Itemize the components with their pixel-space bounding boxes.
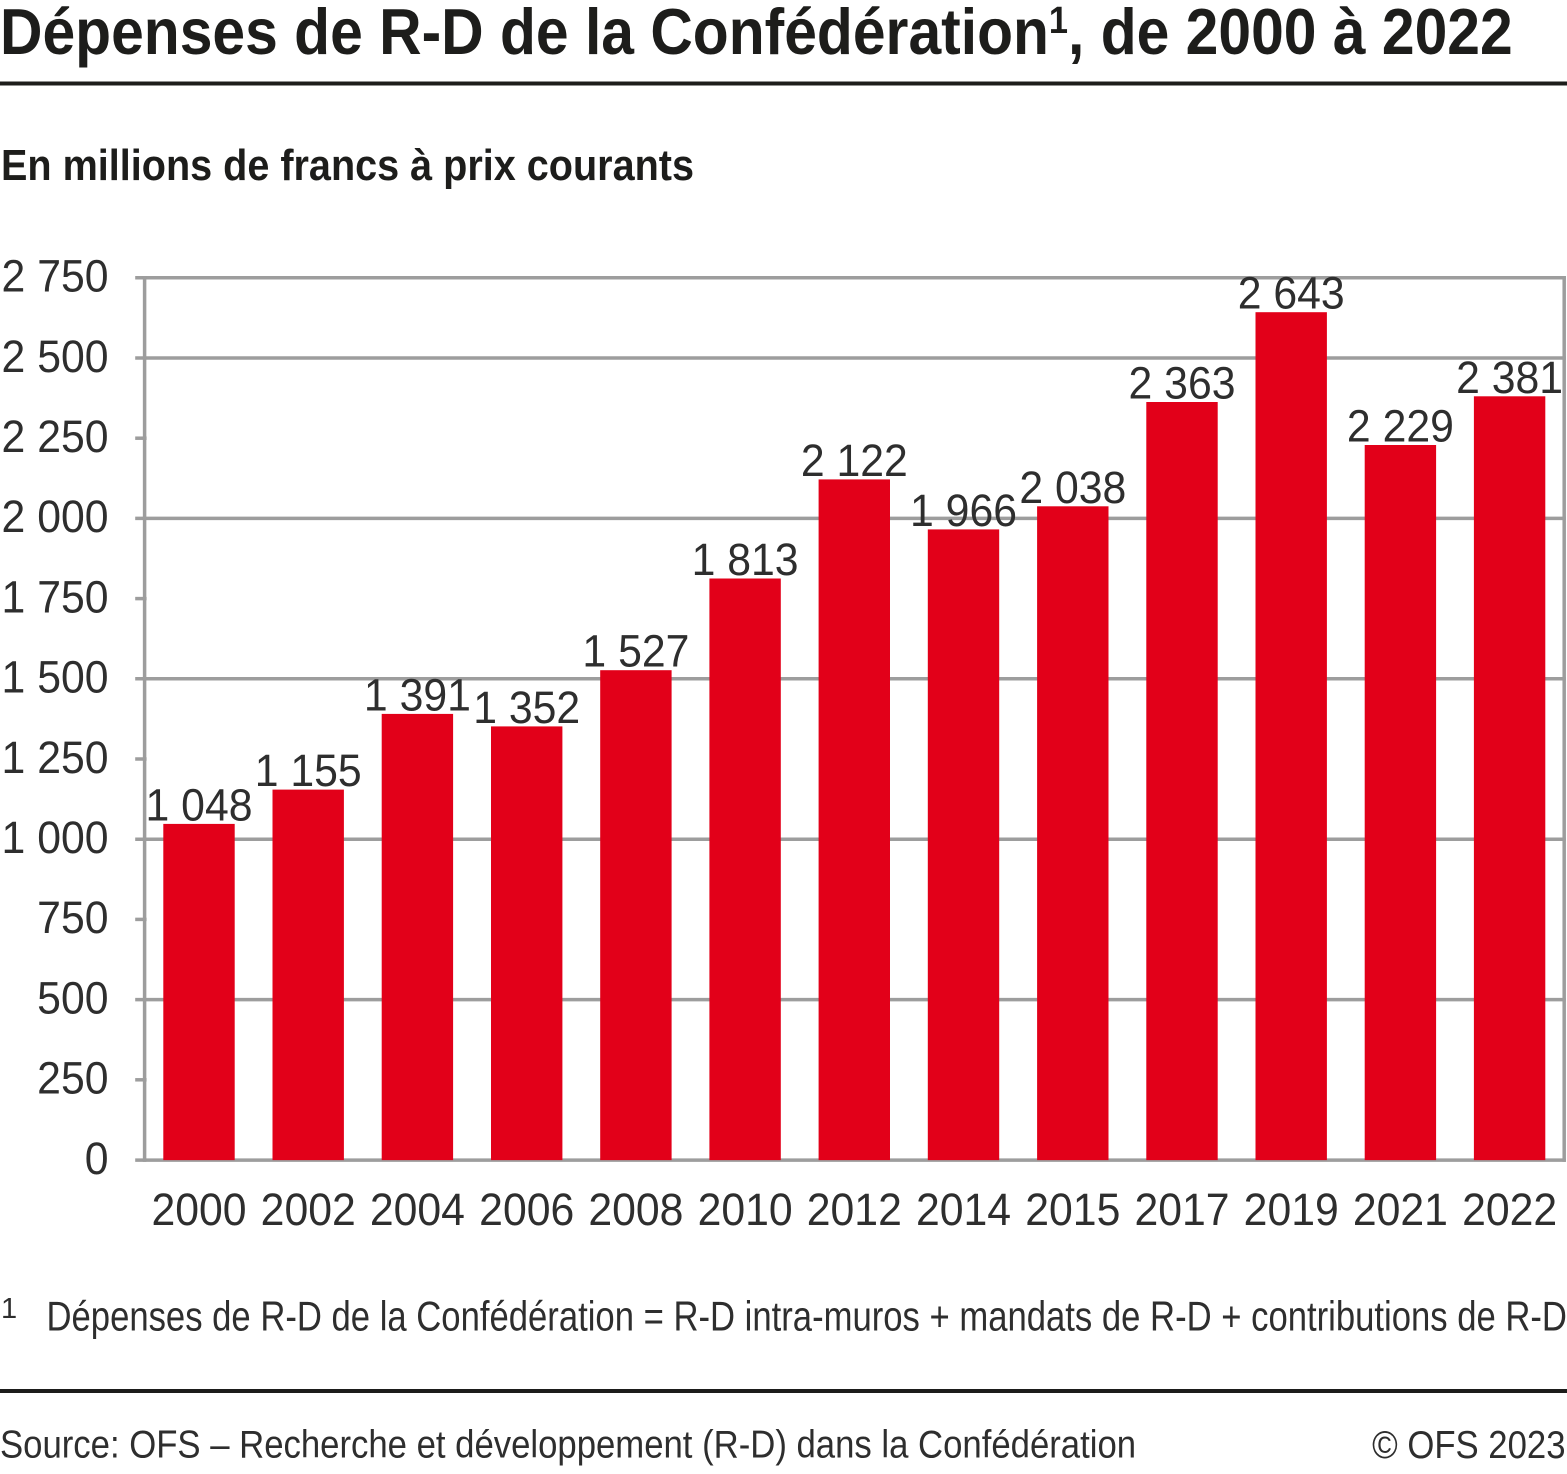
svg-text:2019: 2019 xyxy=(1244,1185,1339,1235)
svg-text:2 000: 2 000 xyxy=(2,492,109,542)
svg-text:2 229: 2 229 xyxy=(1347,402,1454,452)
svg-text:© OFS 2023: © OFS 2023 xyxy=(1372,1423,1565,1466)
svg-text:1 813: 1 813 xyxy=(692,535,799,585)
svg-text:2000: 2000 xyxy=(151,1185,246,1235)
svg-text:2008: 2008 xyxy=(588,1185,683,1235)
svg-text:2 250: 2 250 xyxy=(2,412,109,462)
svg-text:2 363: 2 363 xyxy=(1129,359,1236,409)
svg-text:500: 500 xyxy=(37,973,108,1023)
svg-text:2006: 2006 xyxy=(479,1185,574,1235)
svg-text:1 250: 1 250 xyxy=(2,733,109,783)
svg-text:2022: 2022 xyxy=(1462,1185,1557,1235)
svg-text:Dépenses de R-D de la Confédér: Dépenses de R-D de la Confédération1, de… xyxy=(0,0,1513,69)
svg-text:Dépenses de R-D de la Confédér: Dépenses de R-D de la Confédération = R-… xyxy=(47,1294,1567,1341)
svg-text:2017: 2017 xyxy=(1134,1185,1229,1235)
svg-text:0: 0 xyxy=(85,1134,109,1184)
svg-text:2012: 2012 xyxy=(807,1185,902,1235)
svg-text:2010: 2010 xyxy=(698,1185,793,1235)
svg-text:2002: 2002 xyxy=(261,1185,356,1235)
svg-text:Source: OFS – Recherche et dév: Source: OFS – Recherche et développement… xyxy=(0,1423,1136,1466)
svg-text:2004: 2004 xyxy=(370,1185,465,1235)
svg-text:2 038: 2 038 xyxy=(1019,463,1126,513)
svg-text:En millions de francs à prix c: En millions de francs à prix courants xyxy=(1,140,694,189)
svg-text:2 122: 2 122 xyxy=(801,436,908,486)
svg-text:750: 750 xyxy=(37,893,108,943)
svg-text:2 750: 2 750 xyxy=(2,252,109,302)
svg-text:1: 1 xyxy=(1,1293,17,1325)
svg-text:1 750: 1 750 xyxy=(2,572,109,622)
svg-text:2 643: 2 643 xyxy=(1238,269,1345,319)
svg-text:1 048: 1 048 xyxy=(146,780,253,830)
svg-text:2 500: 2 500 xyxy=(2,332,109,382)
svg-text:1 527: 1 527 xyxy=(582,627,689,677)
svg-text:1 000: 1 000 xyxy=(2,813,109,863)
svg-text:2015: 2015 xyxy=(1025,1185,1120,1235)
svg-text:1 155: 1 155 xyxy=(255,746,362,796)
svg-text:2 381: 2 381 xyxy=(1456,353,1563,403)
svg-text:250: 250 xyxy=(37,1054,108,1104)
svg-text:1 352: 1 352 xyxy=(473,683,580,733)
svg-text:1 500: 1 500 xyxy=(2,653,109,703)
svg-text:2014: 2014 xyxy=(916,1185,1011,1235)
svg-text:1 966: 1 966 xyxy=(910,486,1017,536)
svg-text:1 391: 1 391 xyxy=(364,670,471,720)
svg-text:2021: 2021 xyxy=(1353,1185,1448,1235)
